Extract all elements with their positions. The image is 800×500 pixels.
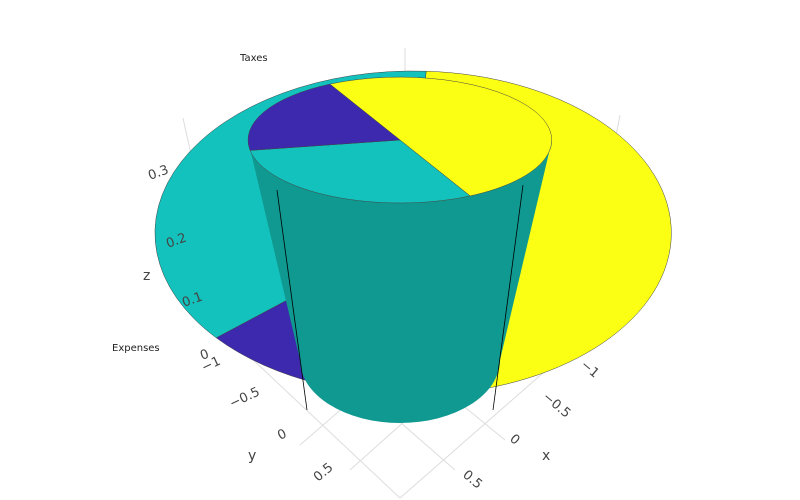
x-axis-title: x: [542, 448, 550, 464]
annotation-expenses: Expenses: [112, 343, 160, 354]
x-tick-label: 0.5: [459, 468, 484, 493]
y-tick-label: −0.5: [227, 385, 262, 412]
z-axis-title: z: [143, 268, 150, 284]
y-axis-title: y: [248, 448, 256, 464]
x-tick-label: −0.5: [539, 390, 573, 422]
x-tick-label: 0: [506, 432, 522, 449]
y-tick-label: 0: [275, 427, 289, 444]
z-tick-label: 0.3: [146, 163, 171, 184]
y-tick-label: 0.5: [311, 460, 336, 485]
inner-pie-top: [248, 77, 552, 203]
x-tick-label: −1: [577, 358, 601, 382]
annotation-taxes: Taxes: [239, 53, 268, 64]
